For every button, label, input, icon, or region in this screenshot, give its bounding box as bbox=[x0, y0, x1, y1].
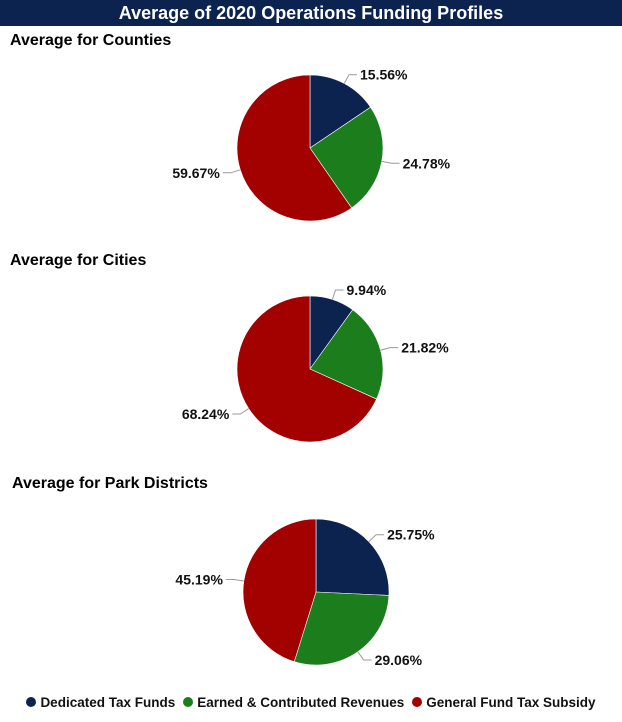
pie-slice-dedicated bbox=[309, 74, 371, 149]
legend-dot-icon bbox=[26, 697, 37, 707]
pie-slice-general bbox=[242, 518, 317, 663]
chart-title-counties: Average for Counties bbox=[10, 32, 172, 49]
pie-slice-earned bbox=[309, 309, 384, 400]
data-label: 9.94% bbox=[347, 282, 387, 298]
data-label: 45.19% bbox=[175, 572, 223, 588]
legend-label: General Fund Tax Subsidy bbox=[426, 694, 596, 710]
legend-item-earned: Earned & Contributed Revenues bbox=[183, 695, 404, 710]
leader-line bbox=[225, 579, 244, 582]
pie-slice-dedicated bbox=[315, 518, 390, 596]
leader-line bbox=[331, 289, 344, 300]
leader-line bbox=[380, 347, 399, 351]
leader-line bbox=[357, 651, 372, 661]
data-label: 15.56% bbox=[360, 67, 408, 83]
legend-dot-icon bbox=[183, 697, 194, 707]
leader-line bbox=[381, 160, 400, 164]
data-label: 25.75% bbox=[387, 527, 435, 543]
pie-charts: 15.56% 24.78% 59.67% 9.94% 21.82% 68.24% 25.75… bbox=[172, 67, 451, 668]
legend-label: Dedicated Tax Funds bbox=[40, 694, 176, 710]
data-label: 29.06% bbox=[375, 652, 423, 668]
leader-line bbox=[343, 74, 357, 84]
data-label: 59.67% bbox=[172, 165, 220, 181]
legend-dot-icon bbox=[412, 697, 423, 707]
pie-slice-earned bbox=[293, 591, 390, 666]
leader-line bbox=[368, 534, 385, 542]
data-label: 24.78% bbox=[403, 155, 451, 171]
chart-title-park-districts: Average for Park Districts bbox=[12, 475, 208, 492]
chart-title-cities: Average for Cities bbox=[10, 252, 147, 269]
data-label: 21.82% bbox=[401, 340, 449, 356]
leader-line bbox=[222, 169, 241, 174]
legend-label: Earned & Contributed Revenues bbox=[197, 694, 405, 710]
data-label: 68.24% bbox=[182, 406, 230, 422]
legend-item-general: General Fund Tax Subsidy bbox=[412, 694, 596, 710]
page-title: Average of 2020 Operations Funding Profi… bbox=[0, 0, 622, 26]
pie-slice-general bbox=[236, 74, 353, 222]
legend: Dedicated Tax Funds Earned & Contributed… bbox=[0, 690, 622, 714]
legend-item-dedicated: Dedicated Tax Funds bbox=[26, 695, 175, 710]
pie-slice-earned bbox=[309, 106, 384, 209]
leader-line bbox=[232, 408, 249, 415]
